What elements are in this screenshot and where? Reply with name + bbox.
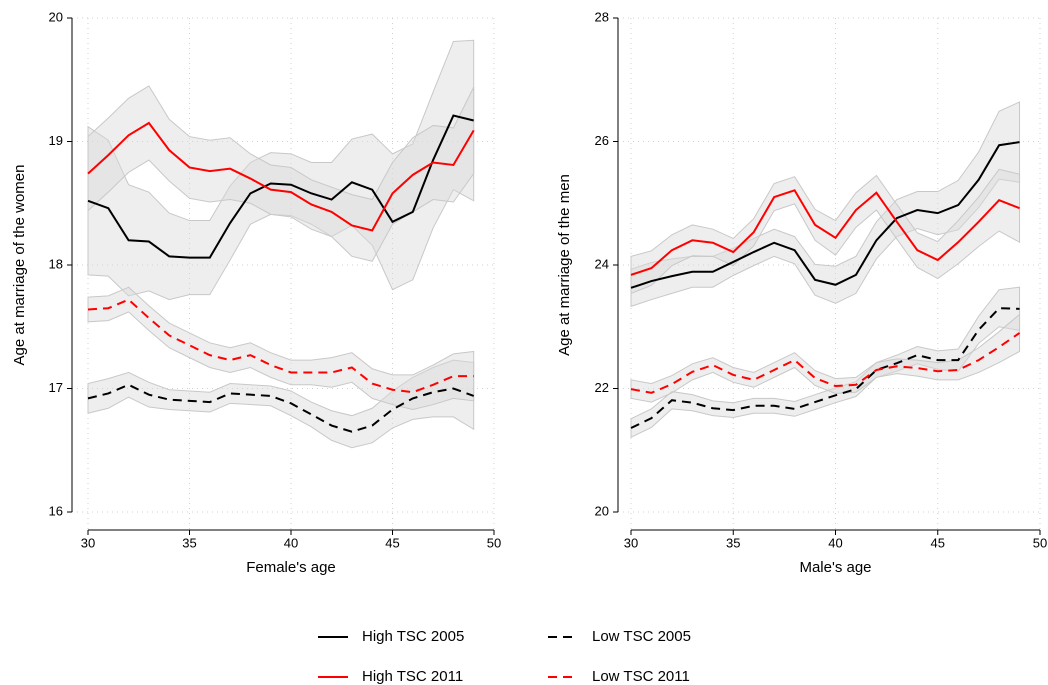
x-tick-label: 50	[1033, 535, 1047, 550]
legend-label: High TSC 2011	[362, 668, 463, 685]
y-tick-label: 18	[49, 256, 63, 271]
y-tick-label: 24	[595, 256, 609, 271]
series-line	[87, 383, 475, 433]
y-tick-label: 22	[595, 380, 609, 395]
x-tick-label: 40	[284, 535, 298, 550]
x-tick-label: 35	[182, 535, 196, 550]
x-tick-label: 35	[726, 535, 740, 550]
y-tick-label: 20	[49, 9, 63, 24]
y-tick-label: 20	[595, 503, 609, 518]
confidence-band	[630, 101, 1021, 308]
y-tick-label: 17	[49, 380, 63, 395]
x-tick-label: 45	[931, 535, 945, 550]
x-tick-label: 45	[385, 535, 399, 550]
series-line	[630, 307, 1020, 429]
legend-label: Low TSC 2011	[592, 668, 690, 685]
series-line	[87, 114, 474, 259]
x-tick-label: 40	[828, 535, 842, 550]
y-tick-label: 16	[49, 503, 63, 518]
series-line	[630, 332, 1021, 394]
y-axis-title: Age at marriage of the men	[556, 174, 573, 356]
legend-label: High TSC 2005	[362, 628, 464, 645]
series-line	[630, 141, 1020, 289]
y-tick-label: 19	[49, 133, 63, 148]
confidence-band	[87, 359, 475, 449]
x-tick-label: 30	[624, 535, 638, 550]
x-tick-label: 30	[81, 535, 95, 550]
x-axis-title: Female's age	[246, 559, 336, 576]
confidence-band	[87, 286, 475, 411]
legend-label: Low TSC 2005	[592, 628, 691, 645]
confidence-band	[630, 313, 1021, 403]
y-axis-title: Age at marriage of the women	[11, 165, 28, 366]
series-line	[87, 298, 474, 394]
x-tick-label: 50	[487, 535, 501, 550]
confidence-band	[87, 85, 475, 262]
series-line	[630, 189, 1020, 276]
y-tick-label: 28	[595, 9, 609, 24]
x-axis-title: Male's age	[799, 559, 871, 576]
confidence-band	[87, 39, 475, 301]
y-tick-label: 26	[595, 133, 609, 148]
series-line	[87, 121, 475, 232]
